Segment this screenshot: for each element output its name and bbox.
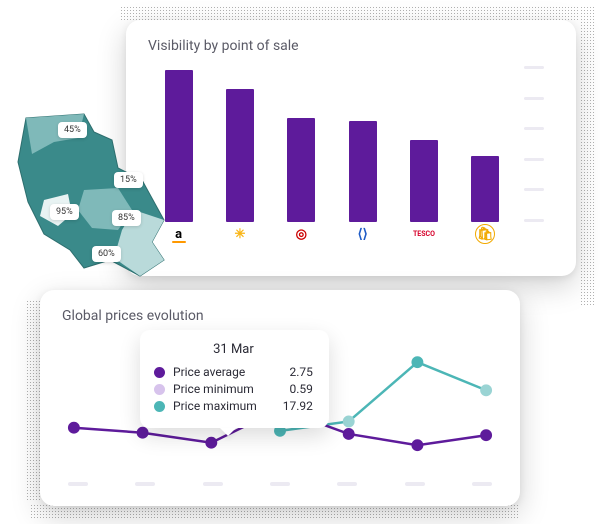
tooltip-rows: Price average2.75Price minimum0.59Price …	[154, 365, 313, 413]
tooltip-row: Price minimum 0.59	[154, 382, 313, 396]
price-tooltip: 31 Mar Price average 2.75 Price minimum 0.5…	[140, 330, 329, 428]
bar-carrefour	[349, 121, 377, 222]
tooltip-row: Price maximum 17.92	[154, 399, 313, 413]
map-label: 45%	[58, 122, 87, 138]
tooltip-label: Price maximum	[173, 399, 257, 413]
map-label: 15%	[114, 172, 143, 188]
bar-tesco	[410, 140, 438, 222]
bar-x-labels: a✳◎⟨⟩TESCO🛍	[148, 224, 516, 244]
tooltip-label: Price average	[173, 365, 264, 379]
marker-price_average	[480, 429, 492, 441]
visibility-card: Visibility by point of sale a✳◎⟨⟩TESCO🛍	[126, 20, 576, 276]
map-label: 95%	[50, 204, 79, 220]
tooltip-label: Price minimum	[173, 382, 264, 396]
bar-grid-ticks	[524, 64, 554, 244]
prices-title: Global prices evolution	[62, 308, 498, 324]
legend-dot-icon	[154, 401, 165, 412]
bar-target	[287, 118, 315, 222]
mercado-icon: 🛍	[475, 224, 495, 244]
marker-price_average	[137, 427, 149, 439]
carrefour-icon: ⟨⟩	[353, 224, 373, 244]
tooltip-value: 0.59	[290, 382, 313, 396]
marker-price_average	[205, 437, 217, 449]
bar-mercado	[471, 156, 499, 222]
map-label: 60%	[92, 246, 121, 262]
tooltip-date: 31 Mar	[154, 342, 313, 357]
marker-price_maximum	[480, 384, 492, 396]
map-label: 85%	[112, 210, 141, 226]
marker-price_average	[68, 422, 80, 434]
marker-price_average	[343, 428, 355, 440]
target-icon: ◎	[291, 224, 311, 244]
tooltip-value: 2.75	[290, 365, 313, 379]
line-x-thumbs	[62, 482, 498, 488]
marker-price_maximum	[411, 356, 423, 368]
bar-walmart	[226, 89, 254, 222]
marker-price_maximum	[343, 416, 355, 428]
legend-dot-icon	[154, 384, 165, 395]
legend-dot-icon	[154, 367, 165, 378]
tooltip-value: 17.92	[283, 399, 313, 413]
bars-container	[148, 64, 516, 222]
map-overlay: 45% 15% 95% 85% 60%	[14, 110, 174, 285]
walmart-icon: ✳	[230, 224, 250, 244]
tesco-icon: TESCO	[414, 224, 434, 244]
line-chart: 31 Mar Price average 2.75 Price minimum 0.5…	[62, 334, 498, 484]
bar-chart: a✳◎⟨⟩TESCO🛍	[148, 64, 554, 244]
prices-card: Global prices evolution 31 Mar Price ave…	[40, 290, 520, 506]
visibility-title: Visibility by point of sale	[148, 38, 554, 54]
marker-price_average	[411, 439, 423, 451]
tooltip-row: Price average 2.75	[154, 365, 313, 379]
